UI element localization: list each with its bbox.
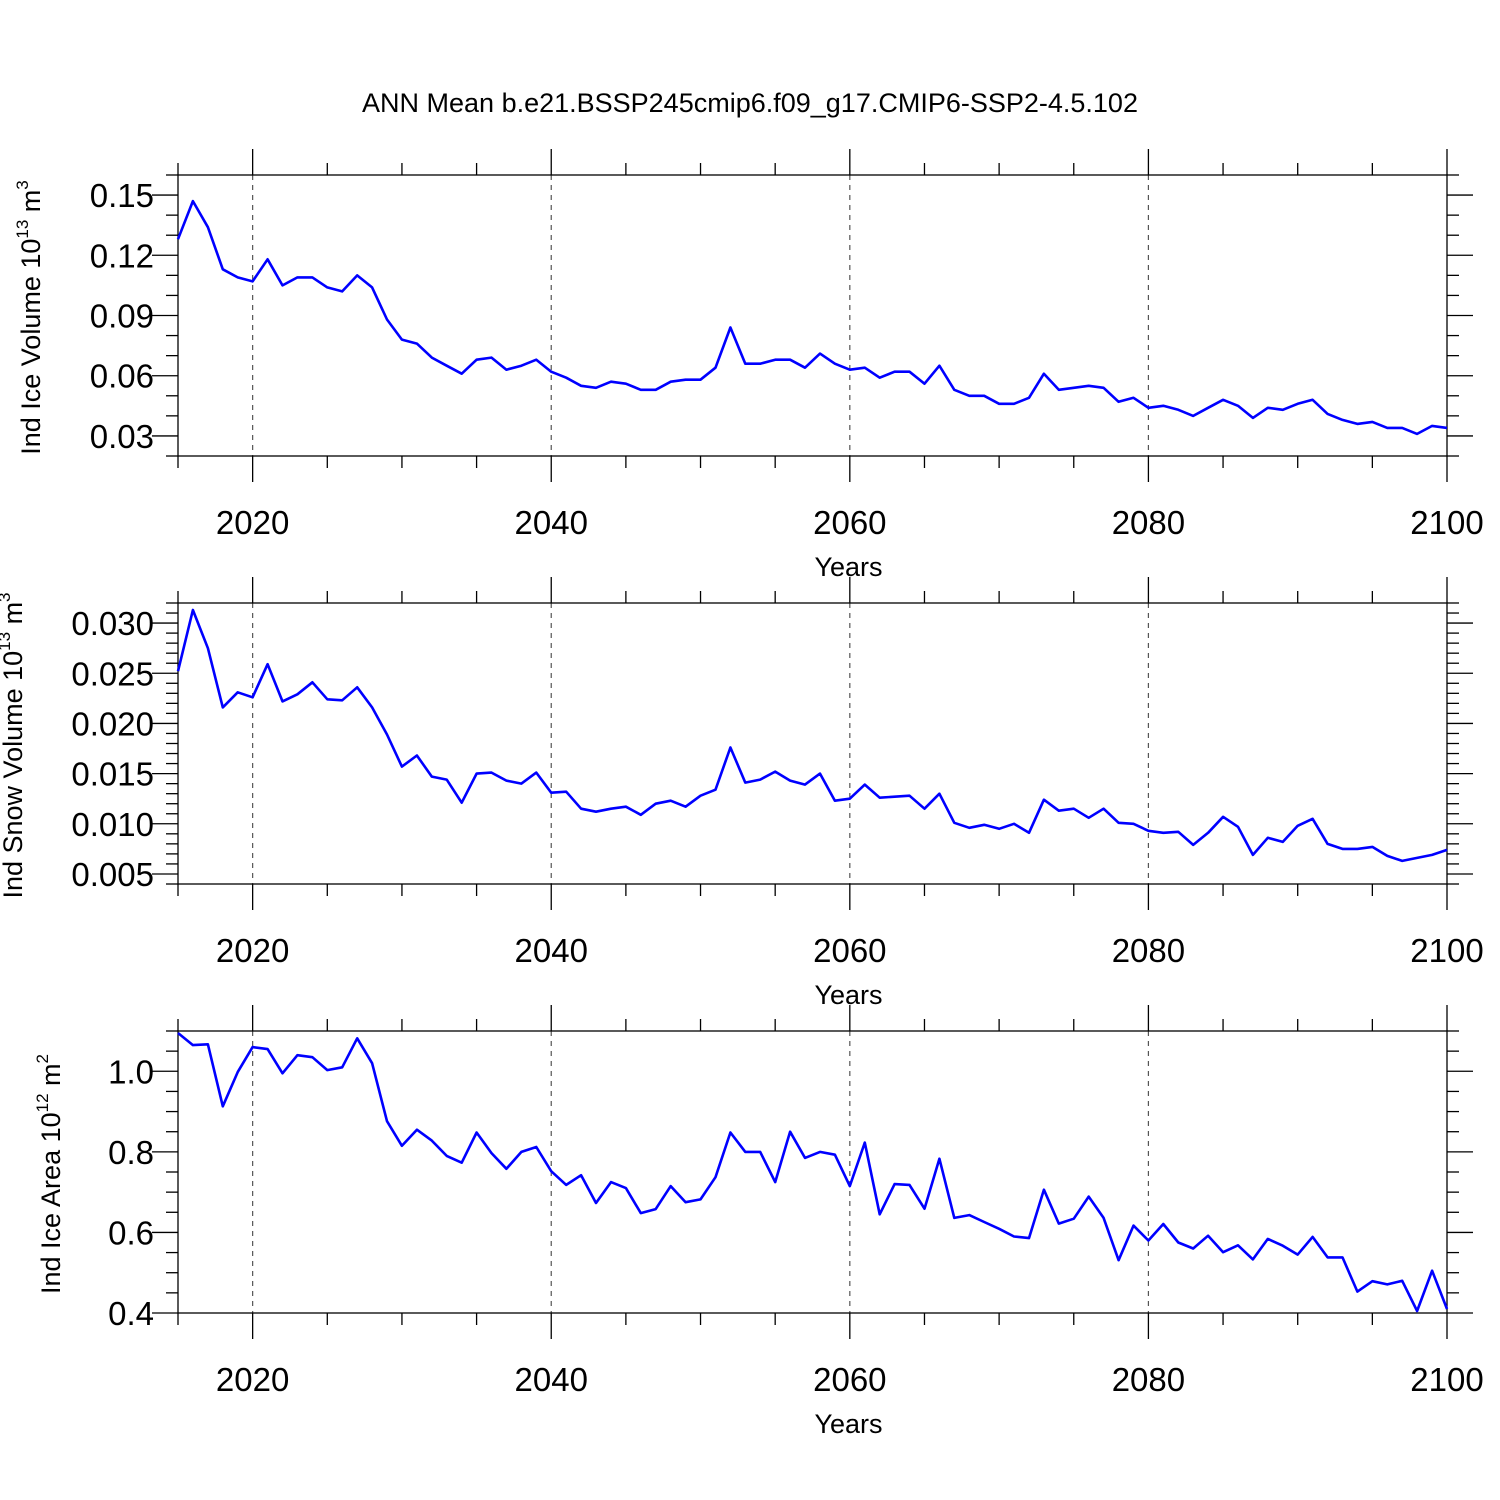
y-tick-label: 0.09: [90, 298, 154, 335]
y-axis-label-text: Ind Snow Volume 10: [0, 651, 28, 899]
plot-frame: [177, 602, 1448, 885]
y-tick-label: 0.12: [90, 237, 154, 274]
chart-panel-1: 2020 2040 2060 2080 2100 0.03 0.06 0.09 0.12 0.15…: [13, 149, 1484, 582]
y-axis-label-superscript: 2: [33, 1054, 52, 1063]
y-axis-label-text: m: [16, 190, 46, 220]
x-tick-label: 2040: [515, 932, 588, 969]
x-tick-label: 2080: [1112, 504, 1185, 541]
y-axis-label-superscript: 3: [0, 592, 14, 601]
y-axis-label-text: m: [0, 602, 28, 632]
y-tick-label: 0.03: [90, 418, 154, 455]
x-tick-label: 2060: [813, 504, 886, 541]
y-tick-label: 0.15: [90, 177, 154, 214]
y-axis-label-text: m: [36, 1063, 66, 1093]
y-tick-label: 0.010: [71, 806, 154, 843]
series-line: [176, 199, 1448, 436]
x-tick-label: 2020: [216, 932, 289, 969]
x-tick-label: 2060: [813, 1361, 886, 1398]
chart-panel-2: 2020 2040 2060 2080 2100 0.005 0.010 0.015 0.020…: [0, 577, 1484, 1010]
x-axis-label: Years: [814, 1409, 882, 1439]
y-tick-label: 0.025: [71, 655, 154, 692]
chart-panel-3: 2020 2040 2060 2080 2100 0.4 0.6 0.8 1.0 Years Ind…: [33, 1005, 1484, 1439]
y-tick-label: 0.4: [108, 1295, 154, 1332]
y-tick-label: 0.6: [108, 1214, 154, 1251]
y-tick-label: 0.015: [71, 756, 154, 793]
x-tick-label: 2100: [1410, 1361, 1483, 1398]
panels: 2020 2040 2060 2080 2100 0.03 0.06 0.09 0.12 0.15…: [0, 149, 1484, 1439]
x-tick-label: 2100: [1410, 932, 1483, 969]
x-tick-label: 2060: [813, 932, 886, 969]
y-tick-label: 0.8: [108, 1134, 154, 1171]
y-tick-label: 0.030: [71, 605, 154, 642]
y-axis-label: Ind Ice Area 1012 m2: [33, 1054, 66, 1294]
plot-frame: [177, 174, 1448, 457]
y-tick-label: 0.020: [71, 705, 154, 742]
x-axis-label: Years: [814, 980, 882, 1010]
y-axis-label-text: Ind Ice Area 10: [36, 1112, 66, 1294]
y-axis-label-superscript: 13: [0, 632, 14, 651]
x-tick-label: 2020: [216, 504, 289, 541]
series-line: [176, 608, 1448, 863]
y-axis-label: Ind Ice Volume 1013 m3: [13, 180, 46, 455]
y-tick-label: 1.0: [108, 1053, 154, 1090]
y-tick-label: 0.06: [90, 358, 154, 395]
series-line: [177, 1031, 1449, 1313]
x-tick-label: 2020: [216, 1361, 289, 1398]
x-tick-label: 2040: [515, 504, 588, 541]
x-tick-label: 2040: [515, 1361, 588, 1398]
x-tick-label: 2080: [1112, 932, 1185, 969]
x-tick-label: 2080: [1112, 1361, 1185, 1398]
y-tick-label: 0.005: [71, 856, 154, 893]
plot-frame: [177, 1030, 1448, 1314]
figure-title: ANN Mean b.e21.BSSP245cmip6.f09_g17.CMIP…: [362, 88, 1138, 118]
y-axis-label-superscript: 3: [13, 180, 32, 189]
x-tick-label: 2100: [1410, 504, 1483, 541]
y-axis-label-text: Ind Ice Volume 10: [16, 239, 46, 455]
y-axis-label-superscript: 12: [33, 1093, 52, 1112]
y-axis-label: Ind Snow Volume 1013 m3: [0, 592, 28, 898]
x-axis-label: Years: [814, 552, 882, 582]
y-axis-label-superscript: 13: [13, 220, 32, 239]
